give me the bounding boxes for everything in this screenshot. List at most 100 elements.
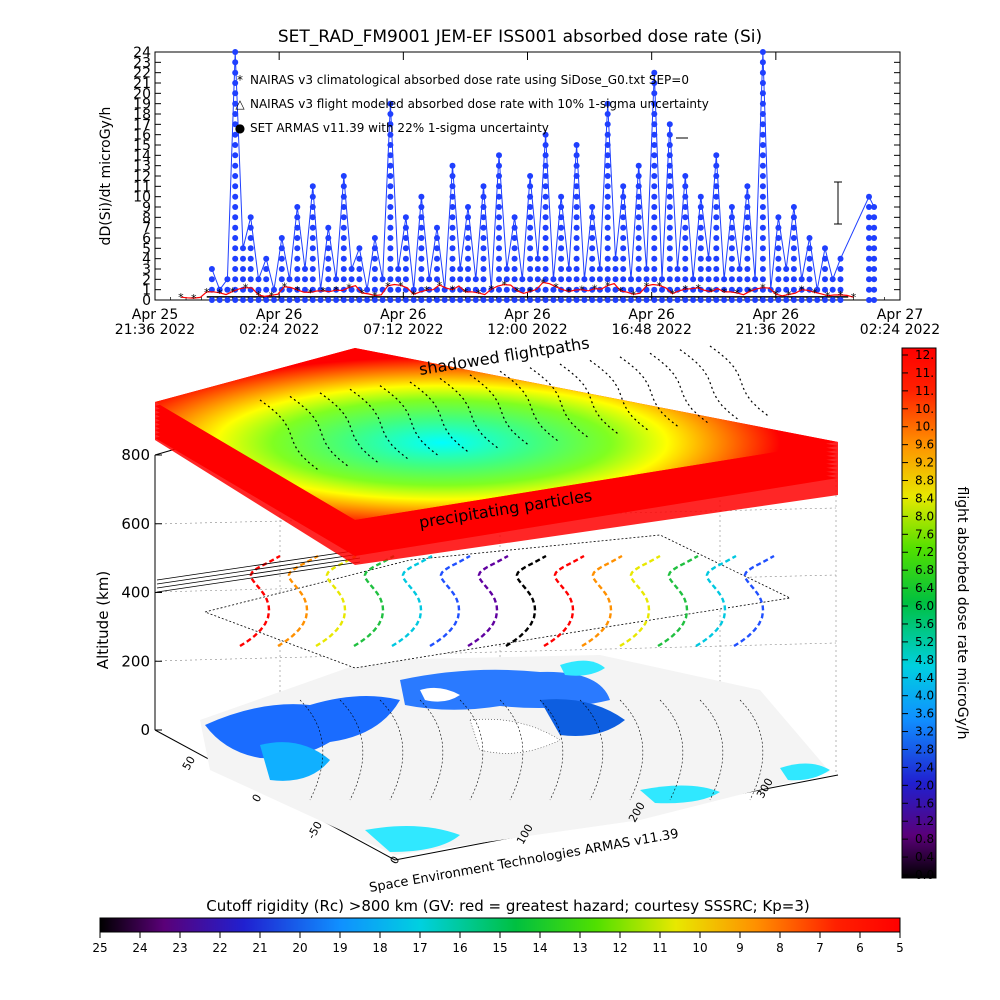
armas-point: [503, 276, 510, 283]
armas-point: [356, 297, 363, 303]
armas-point: [728, 245, 735, 252]
armas-point: [325, 224, 332, 231]
armas-point: [356, 266, 363, 272]
armas-point: [798, 276, 805, 283]
armas-point: [294, 204, 301, 210]
armas-point: [790, 235, 797, 241]
armas-point: [759, 255, 766, 262]
annotation-shadowed-flightpaths: shadowed flightpaths: [418, 333, 591, 379]
armas-point: [232, 100, 239, 107]
armas-point: [604, 183, 611, 190]
armas-point: [837, 286, 844, 293]
armas-point: [713, 214, 720, 221]
armas-point: [208, 266, 215, 272]
armas-point: [294, 245, 301, 252]
armas-point: [240, 255, 246, 262]
armas-point: [309, 266, 316, 272]
armas-point: [635, 162, 642, 169]
armas-point: [604, 121, 611, 128]
armas-point: [589, 245, 596, 252]
dose-colorbar-tick: 8.4: [915, 491, 934, 505]
armas-point: [387, 297, 394, 303]
armas-point: [736, 266, 743, 272]
armas-point: [604, 111, 611, 117]
armas-point: [387, 142, 394, 148]
armas-point: [503, 266, 510, 272]
armas-point: [387, 121, 394, 128]
armas-point: [340, 276, 347, 283]
armas-point: [682, 245, 689, 252]
armas-point: [294, 224, 301, 231]
armas-point: [371, 235, 378, 241]
nairas-clim-point: *: [825, 290, 831, 303]
armas-point: [480, 193, 487, 200]
armas-point: [666, 245, 673, 252]
nairas-clim-point: *: [527, 285, 533, 298]
armas-point: [224, 276, 231, 283]
armas-point: [744, 266, 751, 272]
armas-point: [247, 214, 254, 221]
y-tick-label: 0: [142, 293, 151, 309]
armas-point: [790, 266, 797, 272]
armas-point: [465, 235, 471, 241]
armas-point: [713, 152, 720, 159]
armas-point: [596, 286, 603, 293]
armas-point: [449, 162, 456, 169]
armas-point: [294, 214, 301, 221]
armas-point: [573, 162, 580, 169]
armas-point: [402, 255, 409, 262]
dose-colorbar-tick: 6.8: [915, 563, 934, 577]
armas-point: [837, 297, 844, 303]
dose-colorbar-tick: 4.0: [915, 689, 934, 703]
armas-point: [635, 173, 642, 179]
y-tick-label: 19: [133, 97, 151, 113]
armas-point: [666, 297, 673, 303]
armas-point: [783, 297, 790, 303]
armas-point: [814, 286, 821, 293]
armas-point: [573, 193, 580, 200]
dose-colorbar-tick: 11.: [915, 384, 934, 398]
armas-point: [759, 235, 766, 241]
armas-point: [558, 214, 565, 221]
nairas-clim-point: *: [320, 285, 326, 298]
armas-point: [635, 255, 642, 262]
armas-point: [418, 214, 425, 221]
armas-point: [472, 286, 479, 293]
armas-point: [340, 193, 347, 200]
dose-colorbar-tick: 10.: [915, 402, 934, 416]
nairas-clim-point: *: [553, 281, 559, 294]
armas-point: [635, 193, 642, 200]
nairas-clim-point: *: [243, 282, 249, 295]
armas-point: [434, 276, 440, 283]
armas-point: [666, 204, 673, 210]
armas-point: [728, 266, 735, 272]
armas-point: [480, 224, 487, 231]
armas-point: [519, 276, 526, 283]
rigidity-colorbar-fill: [99, 917, 901, 933]
armas-point: [728, 255, 735, 262]
armas-point: [434, 266, 440, 272]
legend-entry: NAIRAS v3 flight modeled absorbed dose r…: [250, 97, 709, 111]
armas-point: [309, 204, 316, 210]
armas-point: [340, 224, 347, 231]
armas-point: [434, 297, 440, 303]
armas-point: [651, 276, 658, 283]
dose-colorbar-tick: 2.4: [915, 760, 934, 774]
armas-point: [387, 224, 394, 231]
armas-point: [340, 183, 347, 190]
armas-point: [402, 297, 409, 303]
armas-point: [620, 204, 627, 210]
armas-point: [697, 214, 704, 221]
armas-point: [666, 142, 673, 148]
armas-point: [628, 276, 634, 283]
altitude-tick-label: 600: [121, 515, 150, 533]
armas-point: [340, 255, 347, 262]
armas-point: [309, 245, 316, 252]
armas-point: [573, 173, 580, 179]
nairas-clim-point: *: [372, 290, 378, 303]
armas-point: [371, 255, 378, 262]
armas-point: [465, 276, 471, 283]
armas-point: [558, 204, 565, 210]
armas-point: [542, 152, 549, 159]
armas-point: [480, 297, 487, 303]
